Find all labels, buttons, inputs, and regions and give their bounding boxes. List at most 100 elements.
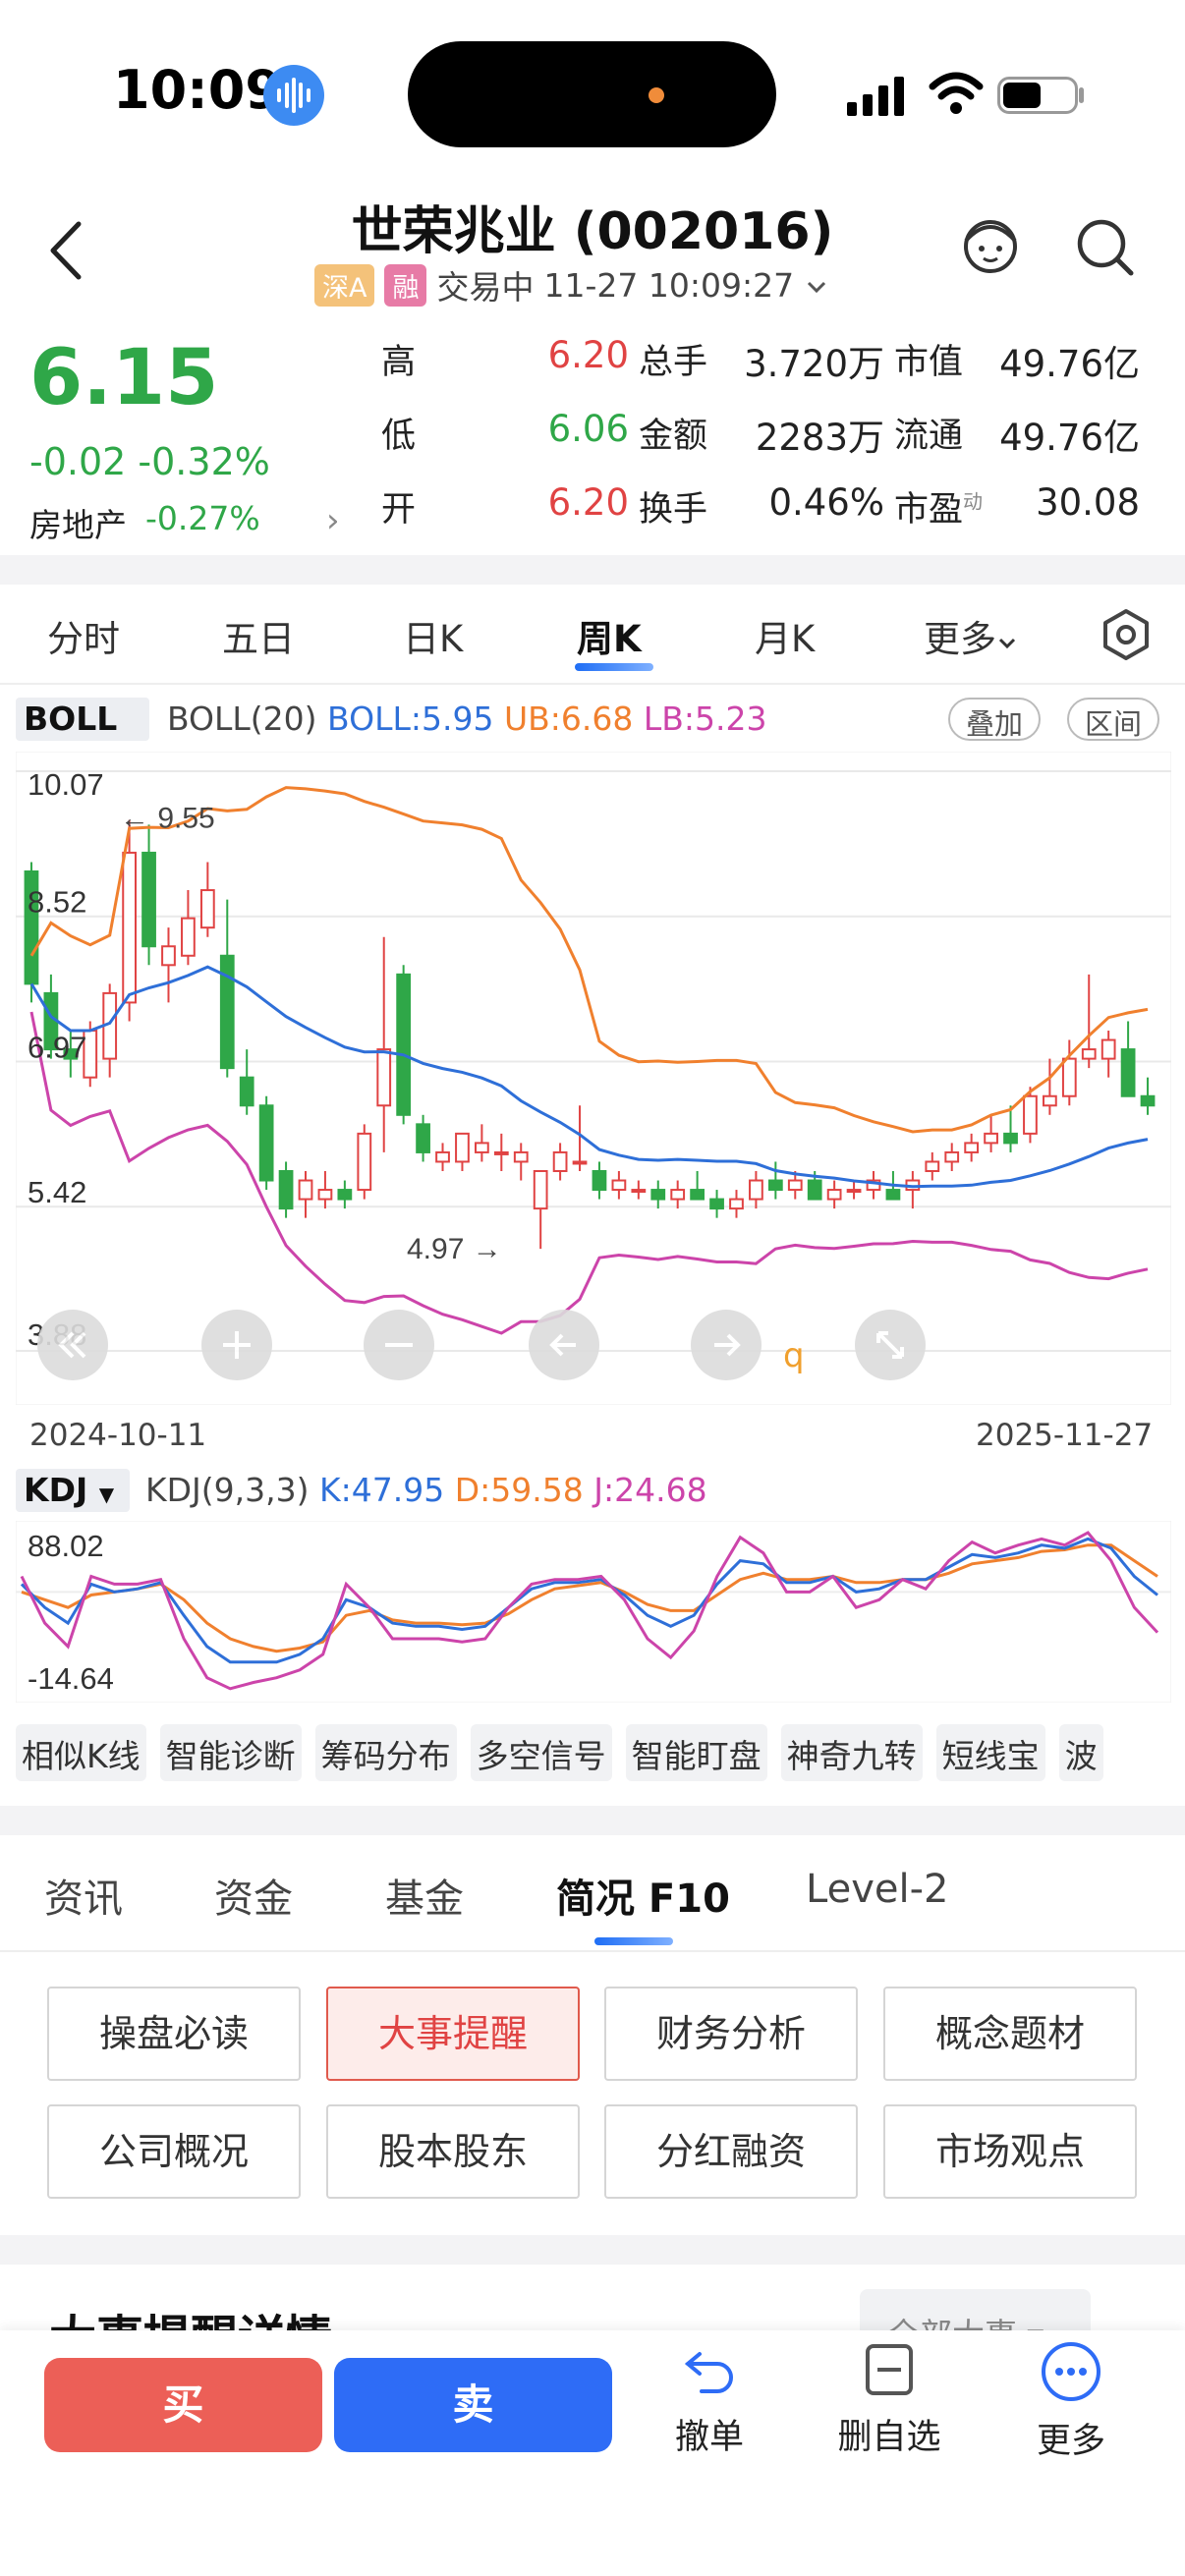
btn-shareholders[interactable]: 股本股东 <box>326 2104 580 2199</box>
overlay-button[interactable]: 叠加 <box>948 698 1042 741</box>
tool-smart-monitor[interactable]: 智能盯盘 <box>625 1724 767 1781</box>
tool-magic-nine[interactable]: 神奇九转 <box>780 1724 923 1781</box>
change-value: -0.02 <box>29 440 127 483</box>
tab-funds-flow[interactable]: 资金 <box>214 1876 293 1922</box>
tab-fund[interactable]: 基金 <box>385 1876 464 1922</box>
candle-body <box>572 1160 588 1165</box>
candle-body <box>317 1189 333 1201</box>
candle-body <box>199 889 215 929</box>
q-label: q <box>783 1336 805 1375</box>
quote-value: 3.720万 <box>744 343 884 385</box>
chart-end-date: 2025-11-27 <box>976 1418 1154 1453</box>
quote-label: 流通 <box>894 417 964 456</box>
buy-button[interactable]: 买 <box>44 2358 322 2452</box>
zoom-in-button[interactable] <box>201 1310 272 1380</box>
btn-dividends[interactable]: 分红融资 <box>604 2104 858 2199</box>
tool-similar-k[interactable]: 相似K线 <box>16 1724 146 1781</box>
candlestick-chart[interactable]: 10.078.526.975.423.88← 9.554.97 → <box>16 752 1171 1405</box>
assistant-avatar-icon[interactable] <box>958 211 1023 280</box>
quote-value: 0.46% <box>768 481 884 524</box>
boll-params: BOLL(20) <box>167 700 317 738</box>
btn-trading-guide[interactable]: 操盘必读 <box>47 1987 301 2081</box>
tab-more[interactable]: 更多 <box>924 609 1018 662</box>
y-axis-label: 10.07 <box>28 767 104 802</box>
tool-short-term[interactable]: 短线宝 <box>935 1724 1045 1781</box>
quote-value: 49.76亿 <box>999 417 1140 459</box>
chevron-right-icon[interactable]: › <box>326 501 340 540</box>
sector-change[interactable]: -0.27% <box>145 499 260 537</box>
btn-major-events[interactable]: 大事提醒 <box>326 1987 580 2081</box>
kdj-chart[interactable]: 88.02 -14.64 <box>16 1521 1171 1703</box>
zoom-out-button[interactable] <box>364 1310 434 1380</box>
active-tab-indicator <box>575 663 653 671</box>
kdj-j-line <box>20 1531 1159 1691</box>
scroll-right-button[interactable] <box>691 1310 762 1380</box>
kdj-labels: 88.02 -14.64 <box>28 1529 114 1696</box>
y-axis-label: 5.42 <box>28 1175 86 1209</box>
candle-body <box>435 1150 450 1163</box>
btn-financial-analysis[interactable]: 财务分析 <box>604 1987 858 2081</box>
range-button[interactable]: 区间 <box>1067 698 1160 741</box>
divider <box>0 683 1185 685</box>
tab-weekly-k[interactable]: 周K <box>577 618 642 660</box>
candle-body <box>592 1169 607 1192</box>
cancel-order-button[interactable]: 撤单 <box>636 2340 783 2459</box>
candle-body <box>376 1048 392 1107</box>
btn-concepts[interactable]: 概念题材 <box>883 1987 1137 2081</box>
settings-icon[interactable] <box>1099 607 1154 666</box>
tab-intraday[interactable]: 分时 <box>47 618 120 660</box>
remove-watchlist-icon <box>866 2344 913 2395</box>
trading-status-row[interactable]: 深A 融 交易中 11-27 10:09:27 <box>314 263 829 307</box>
stock-title: 世荣兆业 (002016) <box>351 202 834 261</box>
tool-long-short-signal[interactable]: 多空信号 <box>470 1724 612 1781</box>
quote-label: 总手 <box>639 343 708 382</box>
tool-wave[interactable]: 波 <box>1058 1724 1103 1781</box>
back-icon[interactable] <box>39 216 98 285</box>
battery-level <box>1003 83 1041 108</box>
candle-body <box>493 1150 509 1155</box>
active-tab-indicator <box>594 1937 673 1945</box>
candle-body <box>258 1104 274 1182</box>
tab-monthly-k[interactable]: 月K <box>755 618 816 660</box>
tab-f10[interactable]: 简况 F10 <box>556 1876 730 1922</box>
tab-level2[interactable]: Level-2 <box>806 1867 949 1912</box>
btn-market-views[interactable]: 市场观点 <box>883 2104 1137 2199</box>
kdj-selector[interactable]: KDJ ▼ <box>16 1469 130 1512</box>
section-divider <box>0 2235 1185 2265</box>
btn-company-profile[interactable]: 公司概况 <box>47 2104 301 2199</box>
tool-smart-diagnosis[interactable]: 智能诊断 <box>159 1724 302 1781</box>
candle-body <box>670 1189 686 1201</box>
tool-chip-distribution[interactable]: 筹码分布 <box>314 1724 457 1781</box>
candle-body <box>396 973 412 1116</box>
candle-body <box>1100 1038 1116 1060</box>
quote-value: 6.20 <box>547 334 629 376</box>
indicator-selector[interactable]: BOLL ▼ <box>16 698 149 773</box>
candle-body <box>611 1179 627 1192</box>
candle-body <box>767 1179 783 1192</box>
rewind-button[interactable] <box>37 1310 108 1380</box>
tab-news[interactable]: 资讯 <box>44 1876 123 1922</box>
candle-body <box>298 1179 313 1201</box>
quote-label: 高 <box>381 343 417 382</box>
kdj-legend: KDJ(9,3,3) K:47.95 D:59.58 J:24.68 <box>145 1471 707 1509</box>
candle-body <box>787 1179 803 1192</box>
scroll-left-button[interactable] <box>529 1310 599 1380</box>
tools-row: 相似K线 智能诊断 筹码分布 多空信号 智能盯盘 神奇九转 短线宝 波 <box>16 1724 1185 1781</box>
candle-body <box>475 1142 489 1153</box>
candle-body <box>984 1132 998 1145</box>
quote-value: 6.06 <box>547 408 629 450</box>
candle-body <box>533 1169 548 1210</box>
quote-value: 49.76亿 <box>999 343 1140 385</box>
candle-body <box>161 945 176 967</box>
last-price: 6.15 <box>29 334 219 422</box>
chevron-down-icon[interactable] <box>804 266 829 305</box>
more-button[interactable]: 更多 <box>997 2340 1145 2463</box>
quote-label: 低 <box>381 417 417 456</box>
search-icon[interactable] <box>1074 216 1137 283</box>
fullscreen-button[interactable] <box>855 1310 926 1380</box>
sector-name[interactable]: 房地产 <box>29 506 127 544</box>
tab-daily-k[interactable]: 日K <box>403 618 464 660</box>
sell-button[interactable]: 卖 <box>334 2358 612 2452</box>
tab-five-day[interactable]: 五日 <box>222 618 295 660</box>
remove-watchlist-button[interactable]: 删自选 <box>816 2340 963 2459</box>
